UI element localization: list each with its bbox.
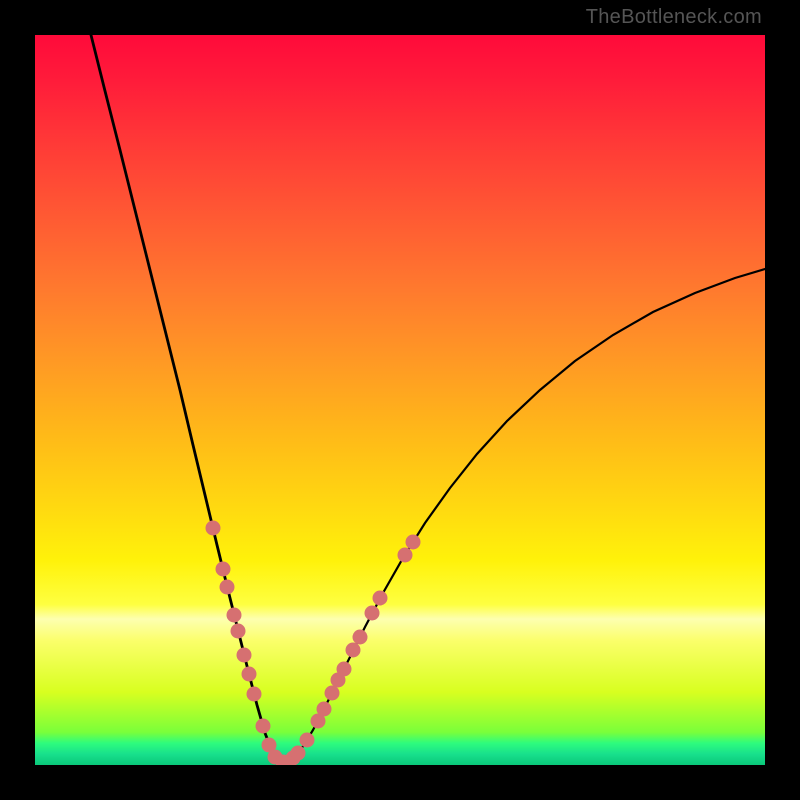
data-marker bbox=[346, 643, 361, 658]
data-marker bbox=[237, 648, 252, 663]
curve-path-right bbox=[283, 269, 765, 763]
watermark: TheBottleneck.com bbox=[586, 6, 762, 29]
data-marker bbox=[256, 719, 271, 734]
data-marker bbox=[317, 702, 332, 717]
curve-layer bbox=[35, 35, 765, 765]
data-marker bbox=[398, 548, 413, 563]
data-marker bbox=[220, 580, 235, 595]
data-marker bbox=[300, 733, 315, 748]
data-marker bbox=[325, 686, 340, 701]
data-marker bbox=[373, 591, 388, 606]
curve-path-left bbox=[91, 35, 283, 763]
data-marker bbox=[406, 535, 421, 550]
data-marker bbox=[353, 630, 368, 645]
data-marker bbox=[365, 606, 380, 621]
data-marker bbox=[227, 608, 242, 623]
data-marker bbox=[216, 562, 231, 577]
data-marker bbox=[242, 667, 257, 682]
data-marker bbox=[291, 746, 306, 761]
data-marker bbox=[231, 624, 246, 639]
data-marker bbox=[337, 662, 352, 677]
data-marker bbox=[247, 687, 262, 702]
plot-area bbox=[35, 35, 765, 765]
data-marker bbox=[206, 521, 221, 536]
